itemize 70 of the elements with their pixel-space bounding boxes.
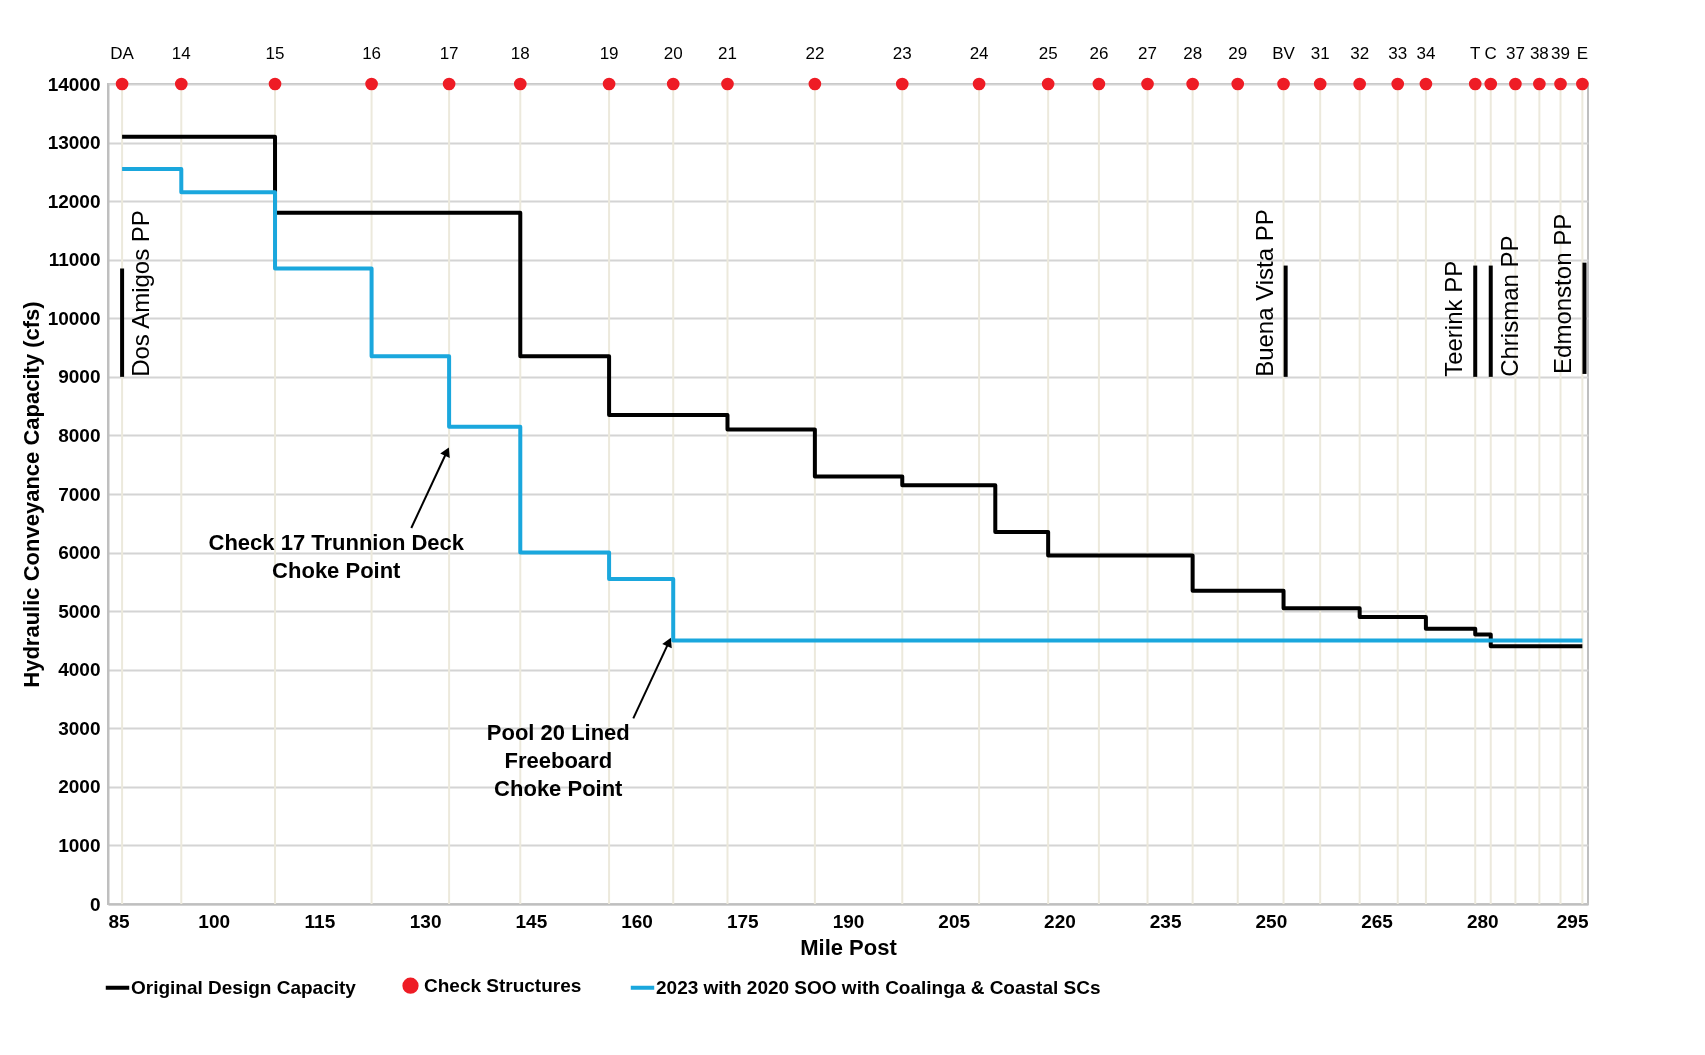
x-tick-label: 115 xyxy=(304,910,336,932)
y-tick-label: 12000 xyxy=(47,190,101,212)
annotation: 24 xyxy=(969,44,989,63)
x-tick-label: 280 xyxy=(1466,910,1499,932)
x-tick-label: 160 xyxy=(621,910,653,932)
y-tick-label: 13000 xyxy=(47,132,101,154)
annotation: Check 17 Trunnion Deck Choke Point xyxy=(208,530,465,583)
y-tick-label: 4000 xyxy=(58,659,101,681)
y-tick-label: 6000 xyxy=(58,542,101,564)
y-tick-label: 11000 xyxy=(48,249,101,271)
text: Edmonston PP xyxy=(1549,213,1577,374)
annotation: 18 xyxy=(510,44,530,63)
x-tick-label: 130 xyxy=(409,910,442,932)
x-tick-label: 175 xyxy=(726,910,760,932)
x-tick-label: 220 xyxy=(1044,910,1076,932)
annotation: 17 xyxy=(439,44,459,63)
annotation: 26 xyxy=(1089,44,1109,63)
annotation: 31 xyxy=(1310,44,1330,63)
annotation: 20 xyxy=(663,44,683,63)
legend-label: Check Structures xyxy=(424,974,582,996)
annotation: 21 xyxy=(718,44,737,63)
text: Dos Amigos PP xyxy=(127,210,155,377)
annotation: 32 xyxy=(1350,44,1370,63)
legend-label: 2023 with 2020 SOO with Coalinga & Coastal SCs xyxy=(656,976,1101,998)
x-tick-label: 295 xyxy=(1556,910,1589,932)
annotation: E xyxy=(1576,44,1589,63)
annotation: 25 xyxy=(1038,44,1058,63)
y-tick-label: 14000 xyxy=(47,73,101,95)
text: Chrisman PP xyxy=(1495,235,1523,377)
text: Teerink PP xyxy=(1440,260,1468,377)
annotation: C xyxy=(1484,44,1497,63)
y-tick-label: 3000 xyxy=(58,717,101,739)
annotation: 19 xyxy=(599,44,619,63)
y-tick-label: 2000 xyxy=(58,776,101,798)
annotation: 37 xyxy=(1505,44,1525,63)
annotation: DA xyxy=(110,44,135,63)
annotation: T xyxy=(1470,44,1481,63)
annotation: 15 xyxy=(265,44,285,63)
annotation: Pool 20 Lined Freeboard Choke Point xyxy=(486,720,630,802)
y-tick-label: 9000 xyxy=(58,366,101,388)
y-tick-label: 10000 xyxy=(47,307,101,329)
x-axis-title: Mile Post xyxy=(800,934,898,960)
x-tick-label: 85 xyxy=(108,910,131,932)
y-axis-title: Hydraulic Conveyance Capacity (cfs) xyxy=(18,301,44,688)
annotation: 14 xyxy=(171,44,191,63)
x-tick-label: 265 xyxy=(1361,910,1394,932)
y-tick-label: 7000 xyxy=(58,483,101,505)
annotation: 28 xyxy=(1183,44,1203,63)
annotation: 22 xyxy=(805,44,825,63)
annotation: 33 xyxy=(1388,44,1408,63)
annotation: 23 xyxy=(892,44,912,63)
annotation: 16 xyxy=(362,44,382,63)
x-tick-label: 235 xyxy=(1149,910,1182,932)
x-tick-label: 100 xyxy=(198,910,231,932)
x-tick-label: 190 xyxy=(832,910,865,932)
x-tick-label: 145 xyxy=(515,910,548,932)
x-tick-label: 205 xyxy=(938,910,971,932)
annotation: 39 xyxy=(1551,44,1570,63)
text: Buena Vista PP xyxy=(1250,209,1278,377)
annotation: 38 xyxy=(1529,44,1549,63)
y-tick-label: 0 xyxy=(89,893,101,915)
y-tick-label: 5000 xyxy=(58,600,101,622)
x-tick-label: 250 xyxy=(1255,910,1288,932)
annotation: 29 xyxy=(1228,44,1248,63)
annotation: 27 xyxy=(1138,44,1157,63)
legend-label: Original Design Capacity xyxy=(131,976,357,998)
y-tick-label: 1000 xyxy=(58,834,101,856)
annotation: BV xyxy=(1272,44,1296,63)
annotation: 34 xyxy=(1416,44,1436,63)
y-tick-label: 8000 xyxy=(58,424,101,446)
